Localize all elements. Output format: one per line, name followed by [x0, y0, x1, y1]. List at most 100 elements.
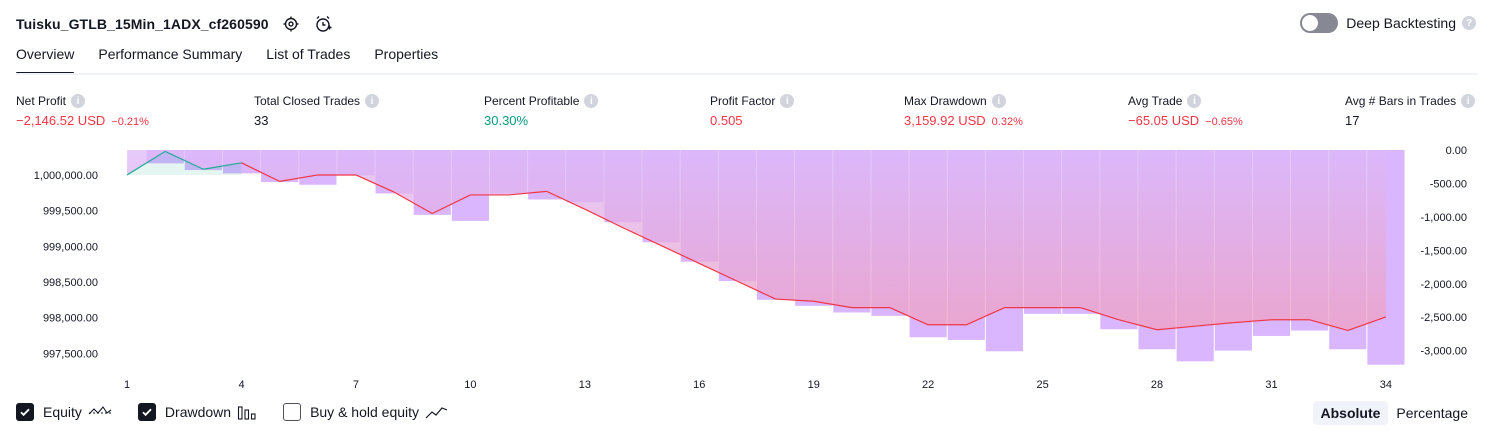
drawdown-bars-icon: [237, 404, 257, 420]
equity-line-segment: [241, 162, 280, 182]
x-axis-tick-label: 31: [1265, 379, 1277, 391]
left-axis-tick-label: 998,500.00: [43, 277, 98, 289]
deep-backtesting-label: Deep Backtesting: [1346, 15, 1456, 31]
right-axis-tick-label: -2,000.00: [1421, 279, 1467, 291]
equity-line-segment: [164, 150, 204, 170]
x-axis-tick-label: 10: [464, 379, 476, 391]
equity-line-segment: [279, 174, 318, 182]
deep-backtesting: Deep Backtesting ?: [1300, 13, 1476, 33]
equity-line-segment: [126, 150, 166, 176]
chart-legend: Equity Drawdown Buy & hold equity: [16, 403, 475, 421]
metric-label: Avg # Bars in Trades: [1345, 94, 1457, 108]
metric-net-profit: Net Profit i −2,146.52 USD −0.21%: [16, 94, 149, 128]
metric-value: −65.05 USD: [1128, 113, 1200, 128]
metric-value: 30.30%: [484, 113, 529, 128]
settings-gear-icon[interactable]: [281, 14, 301, 34]
info-icon[interactable]: i: [584, 94, 599, 108]
right-axis-tick-label: -1,000.00: [1421, 212, 1467, 224]
info-icon[interactable]: i: [780, 94, 795, 108]
buy-hold-line-icon: [425, 404, 449, 420]
left-axis-tick-label: 1,000,000.00: [34, 170, 98, 182]
equity-line-icon: [88, 404, 112, 420]
right-axis-tick-label: -1,500.00: [1421, 245, 1467, 257]
tab-overview[interactable]: Overview: [16, 46, 75, 75]
metric-label: Percent Profitable: [484, 94, 580, 108]
equity-line-segment: [889, 307, 929, 326]
right-axis-tick-label: -2,500.00: [1421, 312, 1467, 324]
metric-max-drawdown: Max Drawdown i 3,159.92 USD 0.32%: [904, 94, 1023, 128]
metric-percent-profitable: Percent Profitable i 30.30%: [484, 94, 599, 128]
metric-percent: −0.21%: [111, 116, 149, 128]
left-axis-tick-label: 999,500.00: [43, 206, 98, 218]
metric-value: 0.505: [710, 113, 743, 128]
info-icon[interactable]: i: [1461, 94, 1476, 108]
equity-line-segment: [660, 245, 700, 264]
left-axis-tick-label: 998,000.00: [43, 313, 98, 325]
equity-line-segment: [1347, 316, 1387, 332]
left-axis-tick-label: 997,500.00: [43, 348, 98, 360]
info-icon[interactable]: i: [365, 94, 380, 108]
metric-percent: 0.32%: [991, 116, 1023, 128]
deep-backtesting-toggle[interactable]: [1300, 13, 1339, 33]
right-axis-tick-label: 0.00: [1446, 145, 1467, 157]
equity-line-segment: [775, 298, 814, 302]
x-axis-tick-label: 4: [238, 379, 244, 391]
equity-line-segment: [1195, 322, 1234, 327]
x-axis-tick-label: 22: [922, 379, 934, 391]
percentage-scale-button[interactable]: Percentage: [1396, 405, 1468, 421]
tab-properties[interactable]: Properties: [374, 46, 439, 62]
legend-label: Buy & hold equity: [310, 404, 420, 420]
help-icon[interactable]: ?: [1462, 16, 1476, 30]
tabs-divider: [16, 73, 1478, 75]
equity-line-segment: [1233, 319, 1272, 324]
equity-line-segment: [966, 307, 1005, 326]
drawdown-area: [127, 150, 1386, 331]
info-icon[interactable]: i: [71, 94, 86, 108]
equity-line-segment: [699, 262, 738, 282]
metric-total-closed-trades: Total Closed Trades i 33: [254, 94, 380, 128]
equity-line-segment: [1156, 325, 1196, 331]
metric-avg-bars-in-trades: Avg # Bars in Trades i 17: [1345, 94, 1476, 128]
metric-value: 33: [254, 113, 269, 128]
legend-drawdown[interactable]: Drawdown: [137, 403, 257, 421]
tab-performance-summary[interactable]: Performance Summary: [98, 46, 243, 62]
legend-buy-hold-equity[interactable]: Buy & hold equity: [283, 403, 449, 421]
x-axis-tick-label: 25: [1036, 379, 1048, 391]
metric-label: Max Drawdown: [904, 94, 987, 108]
metric-percent: −0.65%: [1205, 116, 1243, 128]
tab-bar: Overview Performance Summary List of Tra…: [16, 46, 462, 75]
legend-label: Drawdown: [164, 404, 232, 420]
equity-line-segment: [1118, 319, 1158, 331]
checkbox-checked-icon[interactable]: [137, 403, 156, 421]
strategy-header: Tuisku_GTLB_15Min_1ADX_cf260590: [16, 14, 333, 34]
x-axis-tick-label: 19: [808, 379, 820, 391]
equity-line-segment: [622, 227, 662, 247]
metric-label: Total Closed Trades: [254, 94, 361, 108]
metric-label: Profit Factor: [710, 94, 776, 108]
checkbox-unchecked-icon[interactable]: [283, 403, 302, 421]
legend-equity[interactable]: Equity: [16, 403, 112, 421]
checkbox-checked-icon[interactable]: [16, 403, 34, 421]
info-icon[interactable]: i: [991, 94, 1006, 108]
legend-label: Equity: [43, 404, 82, 420]
equity-line-segment: [737, 280, 776, 300]
equity-line-segment: [813, 300, 852, 309]
equity-line-segment: [393, 191, 433, 215]
metric-label: Avg Trade: [1128, 94, 1183, 108]
x-axis-tick-label: 7: [353, 379, 359, 391]
add-alert-icon[interactable]: [313, 14, 333, 34]
metric-label: Net Profit: [16, 94, 67, 108]
strategy-title: Tuisku_GTLB_15Min_1ADX_cf260590: [16, 16, 269, 32]
right-axis-tick-label: -3,000.00: [1421, 346, 1467, 358]
absolute-scale-button[interactable]: Absolute: [1312, 401, 1389, 425]
metric-profit-factor: Profit Factor i 0.505: [710, 94, 795, 128]
equity-line-segment: [1080, 307, 1120, 321]
metric-avg-trade: Avg Trade i −65.05 USD −0.65%: [1128, 94, 1243, 128]
equity-line-segment: [1309, 319, 1348, 332]
info-icon[interactable]: i: [1187, 94, 1202, 108]
equity-line-segment: [355, 174, 395, 193]
tab-list-of-trades[interactable]: List of Trades: [266, 46, 351, 62]
equity-line-segment: [546, 190, 586, 210]
right-axis-tick-label: -500.00: [1430, 178, 1467, 190]
scale-switch: Absolute Percentage: [1312, 401, 1477, 425]
